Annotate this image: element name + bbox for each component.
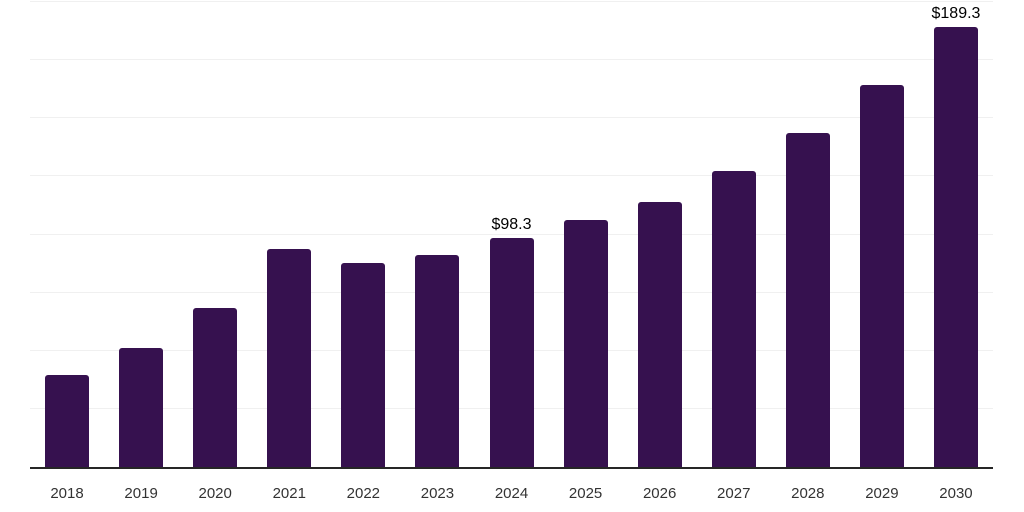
bar-2023 [415,254,460,467]
bars-layer: $98.3 $189.3 [30,2,993,467]
bar-2024 [489,238,534,467]
bar-slot-2026 [623,2,697,467]
bar-slot-2018 [30,2,104,467]
gridline-200 [30,1,993,2]
bar-2030 [933,26,978,467]
gridline-150 [30,117,993,119]
x-tick-2018: 2018 [50,485,84,502]
bar-slot-2028 [771,2,845,467]
bar-slot-2030: $189.3 [919,2,993,467]
bar-2019 [119,347,164,467]
bar-slot-2024: $98.3 [474,2,548,467]
x-tick-2025: 2025 [568,485,603,502]
gridline-175 [30,59,993,61]
bar-2025 [563,220,608,467]
gridline-100 [30,233,993,235]
x-tick-2028: 2028 [791,485,825,502]
bar-2020 [193,307,238,467]
x-tick-2022: 2022 [346,485,381,502]
bar-slot-2029 [845,2,919,467]
x-tick-2019: 2019 [124,485,158,502]
x-tick-2027: 2027 [717,485,751,502]
bar-value-label-2030: $189.3 [931,4,981,22]
x-tick-2024: 2024 [494,485,529,502]
x-tick-2023: 2023 [420,485,455,502]
x-tick-2030: 2030 [939,485,973,502]
x-tick-2021: 2021 [272,485,306,502]
x-axis-tick-labels: 2018 2019 2020 2021 2022 2023 2024 2025 2026 2027… [30,485,993,502]
bar-slot-2022 [326,2,400,467]
x-tick-2020: 2020 [198,485,232,502]
bar-2021 [267,248,312,467]
x-axis-line [30,467,993,469]
bar-slot-2021 [252,2,326,467]
bar-slot-2025 [549,2,623,467]
bar-2022 [341,263,386,467]
bar-2028 [785,132,830,467]
bar-2027 [711,171,756,467]
plot-area: $98.3 $189.3 [30,1,993,467]
bar-slot-2027 [697,2,771,467]
x-tick-2029: 2029 [865,485,899,502]
bar-slot-2023 [400,2,474,467]
bar-2029 [859,85,904,467]
bar-2018 [45,374,90,467]
bar-2026 [637,201,682,467]
x-tick-2026: 2026 [642,485,677,502]
gridline-125 [30,175,993,177]
bar-slot-2019 [104,2,178,467]
bar-slot-2020 [178,2,252,467]
bar-value-label-2024: $98.3 [491,216,532,234]
